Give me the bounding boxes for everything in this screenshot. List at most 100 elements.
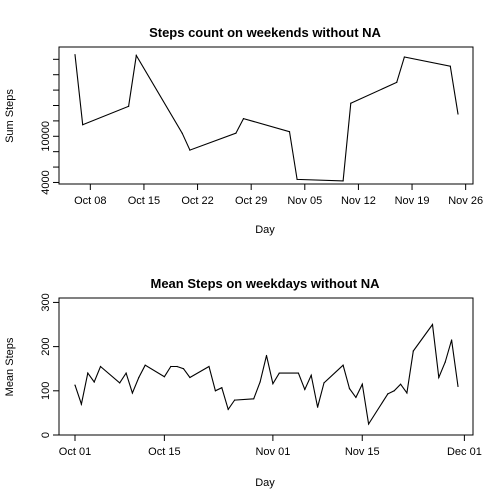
data-point [119, 382, 121, 384]
plot-frame [58, 297, 474, 436]
data-point [342, 364, 344, 366]
data-point [74, 54, 76, 56]
data-point [278, 372, 280, 374]
x-tick-label: Oct 08 [74, 195, 106, 207]
data-point [235, 132, 237, 134]
data-point [350, 102, 352, 104]
data-point [304, 388, 306, 391]
data-point [234, 399, 236, 401]
data-point [457, 385, 459, 387]
x-axis-label: Day [255, 224, 275, 236]
chart-panel-weekends: Steps count on weekends without NA Day S… [4, 25, 483, 236]
data-point [99, 365, 102, 368]
x-tick-label: Oct 29 [235, 195, 267, 207]
data-point [189, 376, 191, 379]
data-point [181, 132, 183, 134]
data-point [242, 118, 245, 120]
data-point [400, 383, 402, 385]
data-point [431, 323, 434, 326]
data-point [296, 178, 298, 180]
plot-frame [58, 46, 474, 185]
y-tick-label: 200 [40, 337, 52, 355]
data-point [449, 65, 451, 67]
data-point [444, 361, 446, 363]
data-point [163, 376, 165, 378]
y-axis-ticks: 0 100 200 300 [40, 293, 59, 438]
data-point [87, 372, 89, 374]
data-point [221, 387, 223, 389]
data-point [393, 390, 395, 392]
data-point [128, 105, 130, 107]
chart-panel-weekdays: Mean Steps on weekdays without NA Day Me… [4, 276, 482, 489]
x-axis-label: Day [255, 477, 275, 489]
data-point [317, 406, 319, 408]
y-axis-label: Mean Steps [4, 337, 16, 396]
y-tick-label: 300 [40, 293, 52, 311]
data-point [342, 180, 344, 182]
data-point [74, 384, 76, 386]
data-point [310, 374, 312, 376]
data-point [297, 372, 299, 374]
data-point [396, 81, 398, 83]
data-point [82, 124, 84, 126]
chart-title: Mean Steps on weekdays without NA [151, 276, 381, 291]
x-tick-label: Dec 01 [447, 446, 482, 458]
series-group [74, 323, 459, 426]
data-point [253, 398, 255, 400]
data-point [355, 396, 357, 398]
data-point [272, 383, 274, 385]
y-tick-label: 100 [40, 382, 52, 400]
data-point [406, 392, 408, 394]
data-point [227, 408, 229, 410]
data-point [93, 381, 95, 383]
x-tick-label: Nov 12 [341, 195, 376, 207]
data-point [368, 423, 370, 425]
data-point [348, 388, 351, 390]
data-point [144, 364, 146, 366]
x-tick-label: Nov 01 [255, 446, 290, 458]
data-point [176, 365, 178, 368]
data-point [387, 393, 389, 395]
series-line [74, 53, 459, 182]
data-point [259, 381, 261, 383]
data-point [323, 382, 325, 384]
data-point [125, 372, 127, 374]
y-tick-label: 0 [40, 432, 52, 438]
data-point [438, 376, 440, 379]
y-axis-ticks: 4000 10000 [40, 58, 59, 195]
data-point [265, 354, 268, 357]
data-point [138, 376, 140, 379]
x-tick-label: Oct 22 [181, 195, 213, 207]
data-point [288, 131, 291, 133]
data-point [208, 365, 210, 368]
data-point [182, 368, 185, 370]
data-point [361, 383, 363, 385]
x-tick-label: Oct 01 [59, 446, 91, 458]
data-point [412, 350, 414, 352]
y-tick-label: 4000 [40, 170, 52, 194]
data-point [80, 403, 82, 405]
x-tick-label: Oct 15 [148, 446, 180, 458]
data-point [214, 390, 216, 392]
data-point [170, 365, 172, 368]
x-tick-label: Nov 05 [287, 195, 322, 207]
x-tick-label: Oct 15 [128, 195, 160, 207]
series-group [74, 53, 459, 182]
x-tick-label: Nov 19 [395, 195, 430, 207]
y-axis-label: Sum Steps [4, 89, 16, 143]
data-point [403, 56, 405, 58]
series-line [74, 323, 459, 426]
data-point [131, 392, 133, 394]
data-point [451, 339, 453, 341]
data-point [135, 54, 137, 57]
x-axis-ticks: Oct 08 Oct 15 Oct 22 Oct 29 Nov 05 Nov 12 Nov … [74, 184, 483, 207]
x-tick-label: Nov 15 [345, 446, 380, 458]
y-tick-label: 10000 [40, 121, 52, 152]
chart-title: Steps count on weekends without NA [149, 25, 381, 40]
x-tick-label: Nov 26 [448, 195, 483, 207]
data-point [189, 149, 191, 151]
x-axis-ticks: Oct 01 Oct 15 Nov 01 Nov 15 Dec 01 [59, 435, 482, 458]
data-point [457, 113, 459, 115]
